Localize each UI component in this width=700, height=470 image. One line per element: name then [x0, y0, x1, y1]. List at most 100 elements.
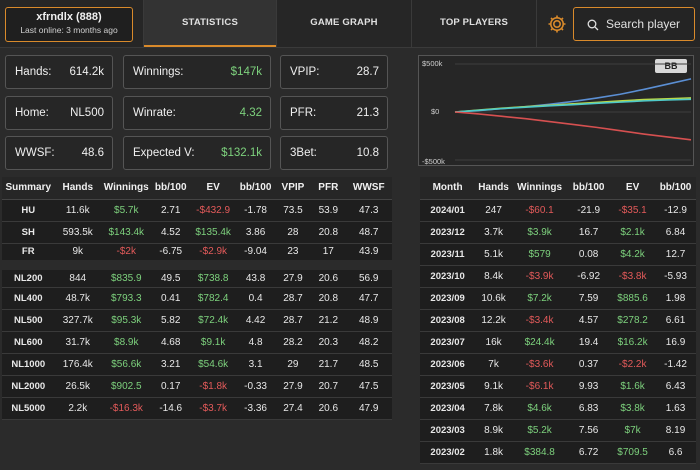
column-header[interactable]: Hands [475, 177, 512, 200]
table-cell: 53.9 [311, 199, 346, 222]
row-label: 2023/08 [420, 309, 476, 332]
card-label: VPIP: [290, 66, 320, 78]
column-header[interactable]: EV [189, 177, 237, 200]
tab-game-graph[interactable]: GAME GRAPH [277, 0, 412, 48]
table-cell: 56.9 [345, 260, 392, 288]
table-cell: 7k [475, 353, 512, 376]
table-cell: -$2.2k [610, 353, 656, 376]
table-cell: 27.9 [274, 260, 312, 288]
table-cell: 20.3 [311, 331, 346, 354]
row-label: FR [2, 243, 55, 266]
row-label: 2023/03 [420, 419, 476, 442]
column-header[interactable]: Month [420, 177, 476, 200]
table-cell: 16.7 [567, 221, 611, 244]
table-row: 2023/10 8.4k -$3.9k -6.92 -$3.8k -5.93 [420, 265, 696, 288]
table-cell: -6.92 [567, 265, 611, 288]
column-header[interactable]: WWSF [345, 177, 392, 200]
card-value: 614.2k [69, 66, 104, 78]
card-value: 4.32 [239, 107, 262, 119]
table-row: FR 9k -$2k -6.75 -$2.9k -9.04 23 17 43.9 [2, 243, 392, 266]
row-label: 2023/07 [420, 331, 476, 354]
table-row: NL5000 2.2k -$16.3k -14.6 -$3.7k -3.36 27.4 20.… [2, 397, 392, 420]
table-cell: 5.1k [475, 243, 512, 266]
table-cell: 28.2 [274, 331, 312, 354]
table-cell: 31.7k [54, 331, 101, 354]
y-tick-label: -$500k [422, 157, 445, 166]
search-icon [587, 19, 599, 31]
card-value: 28.7 [356, 66, 379, 78]
table-cell: 3.1 [236, 353, 275, 376]
table-cell: $24.4k [511, 331, 568, 354]
column-header[interactable]: PFR [311, 177, 346, 200]
row-label: NL2000 [2, 375, 55, 398]
table-cell: 6.84 [655, 221, 696, 244]
table-row: 2023/12 3.7k $3.9k 16.7 $2.1k 6.84 [420, 221, 696, 244]
table-cell: 73.5 [274, 199, 312, 222]
table-cell: $793.3 [101, 287, 152, 310]
table-cell: 29 [274, 353, 312, 376]
table-cell: $2.1k [610, 221, 656, 244]
gear-icon[interactable] [546, 13, 568, 35]
table-cell: 28.7 [274, 287, 312, 310]
table-cell: 1.98 [655, 287, 696, 310]
table-cell: $135.4k [189, 221, 237, 244]
table-cell: -$60.1 [511, 199, 568, 222]
table-cell: 20.6 [311, 260, 346, 288]
table-cell: -$6.1k [511, 375, 568, 398]
y-tick-label: $0 [431, 107, 440, 116]
column-header[interactable]: bb/100 [655, 177, 696, 200]
column-header[interactable]: EV [610, 177, 656, 200]
column-header[interactable]: VPIP [274, 177, 312, 200]
card-value: NL500 [70, 107, 104, 119]
tab-statistics[interactable]: STATISTICS [143, 0, 277, 48]
table-cell: 10.6k [475, 287, 512, 310]
table-cell: 20.8 [311, 221, 346, 244]
table-cell: $143.4k [101, 221, 152, 244]
table-cell: 16k [475, 331, 512, 354]
row-label: NL600 [2, 331, 55, 354]
table-row: 2023/09 10.6k $7.2k 7.59 $885.6 1.98 [420, 287, 696, 310]
table-cell: $95.3k [101, 309, 152, 332]
table-cell: $278.2 [610, 309, 656, 332]
card-winnings: Winnings: $147k [123, 55, 271, 89]
column-header[interactable]: Winnings [101, 177, 152, 200]
table-cell: 48.5 [345, 353, 392, 376]
table-cell: 23 [274, 243, 312, 266]
table-cell: $3.8k [610, 397, 656, 420]
search-player-button[interactable]: Search player [573, 7, 695, 41]
column-header[interactable]: bb/100 [151, 177, 190, 200]
table-cell: 48.9 [345, 309, 392, 332]
table-row: 2024/01 247 -$60.1 -21.9 -$35.1 -12.9 [420, 199, 696, 222]
table-cell: $5.7k [101, 199, 152, 222]
winnings-graph: $500k $0 -$500k BB [418, 55, 694, 166]
table-cell: 6.83 [567, 397, 611, 420]
table-cell: 4.68 [151, 331, 190, 354]
column-header[interactable]: Winnings [511, 177, 568, 200]
table-cell: $835.9 [101, 260, 152, 288]
table-cell: 0.4 [236, 287, 275, 310]
table-row: NL1000 176.4k $56.6k 3.21 $54.6k 3.1 29 21.7 48.… [2, 353, 392, 376]
table-cell: 2.2k [54, 397, 101, 420]
table-cell: -3.36 [236, 397, 275, 420]
tab-top-players[interactable]: TOP PLAYERS [412, 0, 537, 48]
table-cell: -$2.9k [189, 243, 237, 266]
table-cell: $579 [511, 243, 568, 266]
table-row: 2023/11 5.1k $579 0.08 $4.2k 12.7 [420, 243, 696, 266]
table-cell: $738.8 [189, 260, 237, 288]
bb-toggle-button[interactable]: BB [655, 59, 687, 73]
column-header[interactable]: Hands [54, 177, 101, 200]
table-cell: $902.5 [101, 375, 152, 398]
table-cell: 7.8k [475, 397, 512, 420]
column-header[interactable]: bb/100 [236, 177, 275, 200]
table-cell: 47.9 [345, 397, 392, 420]
column-header[interactable]: bb/100 [567, 177, 611, 200]
row-label: 2023/05 [420, 375, 476, 398]
table-cell: -$1.8k [189, 375, 237, 398]
column-header[interactable]: Summary [2, 177, 55, 200]
table-cell: 17 [311, 243, 346, 266]
card-hands: Hands: 614.2k [5, 55, 113, 89]
table-cell: $709.5 [610, 441, 656, 464]
table-cell: $56.6k [101, 353, 152, 376]
player-info[interactable]: xfrndlx (888) Last online: 3 months ago [5, 7, 133, 42]
card-value: $147k [230, 66, 262, 78]
